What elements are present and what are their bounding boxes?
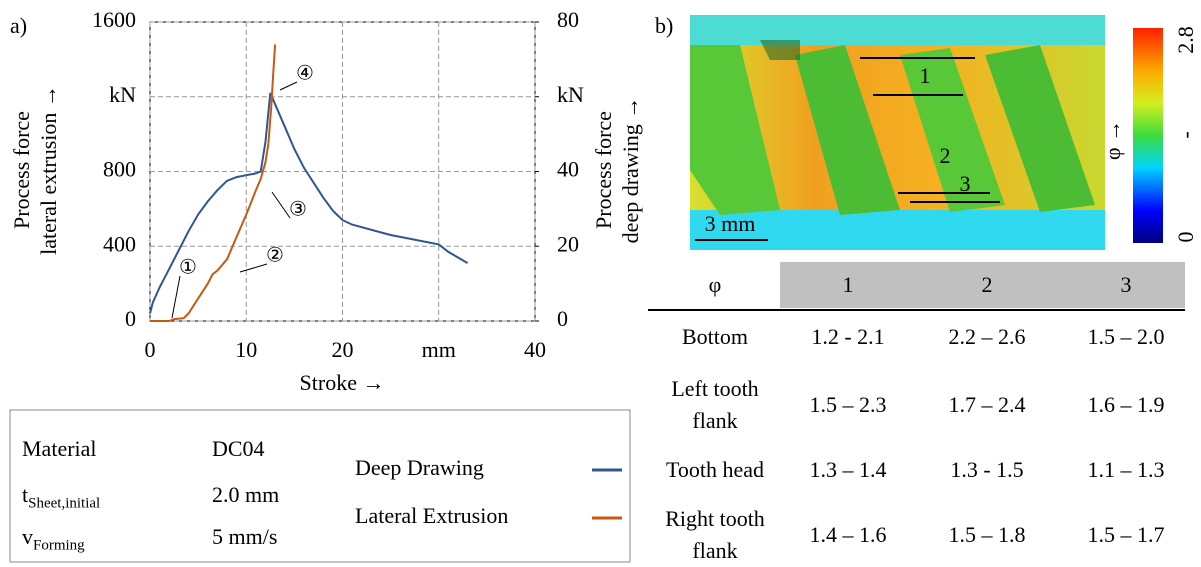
y-tick-label: 0 [125, 306, 136, 331]
x-tick-label: 40 [524, 337, 546, 362]
table-cell: 1.4 – 1.6 [786, 519, 911, 551]
annotation-leader [280, 82, 297, 90]
table-header-cell: 2 [925, 269, 1050, 301]
page: a) 01020mm400400800kN160002040kN80Proces… [0, 0, 1201, 566]
table-cell: 1.2 - 2.1 [786, 321, 911, 353]
symbol: v [22, 524, 33, 549]
scale-bar-label: 3 mm [705, 211, 756, 236]
annotation-leader [172, 276, 180, 318]
row-label: Right tooth flank [653, 503, 778, 567]
region-label: 1 [920, 63, 931, 88]
colorbar [1133, 28, 1163, 243]
legend-box [10, 410, 630, 562]
y-tick-label: 800 [103, 157, 136, 182]
x-tick-label: mm [422, 337, 456, 362]
y-tick-label: 400 [103, 231, 136, 256]
y-axis-label: lateral extrusion → [36, 85, 61, 255]
row-label: Bottom [653, 321, 778, 353]
table-cell: 1.6 – 1.9 [1064, 389, 1189, 421]
annotation-leader [240, 264, 267, 272]
table-header-cell: φ [653, 269, 778, 301]
table-header-cell: 3 [1064, 269, 1189, 301]
legend-value: 5 mm/s [212, 524, 277, 550]
legend-entry: Deep Drawing [355, 455, 484, 480]
panel-label: a) [10, 13, 27, 38]
table-cell: 1.3 - 1.5 [925, 454, 1050, 486]
legend-symbol: vForming [22, 524, 85, 554]
annotation: ③ [289, 197, 307, 221]
colorbar-tick: 0 [1173, 232, 1198, 243]
y2-tick-label: 40 [557, 157, 579, 182]
colorbar-tick: 2.8 [1173, 26, 1198, 54]
y2-tick-label: 80 [557, 7, 579, 32]
row-label: Tooth head [653, 454, 778, 486]
table-header-cell: 1 [786, 269, 911, 301]
x-axis-label: Stroke → [300, 370, 385, 395]
subscript: Sheet,initial [28, 495, 100, 511]
y-tick-label: kN [109, 82, 136, 107]
x-tick-label: 0 [145, 337, 156, 362]
legend-entry: Lateral Extrusion [355, 503, 508, 528]
panel-label: b) [655, 13, 673, 38]
table-cell: 1.5 – 1.7 [1064, 519, 1189, 551]
colorbar-label: φ → [1100, 120, 1125, 160]
table-cell: 1.7 – 2.4 [925, 389, 1050, 421]
y2-tick-label: 20 [557, 231, 579, 256]
annotation: ① [179, 255, 197, 279]
table-cell: 1.5 – 2.0 [1064, 321, 1189, 353]
y2-axis-label: deep drawing → [618, 97, 643, 244]
annotation: ④ [296, 61, 314, 85]
y-tick-label: 1600 [92, 7, 136, 32]
legend-symbol: Material [22, 436, 97, 462]
table-cell: 1.5 – 2.3 [786, 389, 911, 421]
colorbar-tick: - [1173, 131, 1198, 138]
annotation: ② [266, 243, 284, 267]
y2-tick-label: kN [557, 82, 584, 107]
table-cell: 2.2 – 2.6 [925, 321, 1050, 353]
y-axis-label: Process force [9, 111, 34, 229]
region-label: 2 [940, 143, 951, 168]
region-label: 3 [960, 171, 971, 196]
legend-value: 2.0 mm [212, 482, 279, 508]
table-cell: 1.5 – 1.8 [925, 519, 1050, 551]
x-tick-label: 20 [332, 337, 354, 362]
table-cell: 1.3 – 1.4 [786, 454, 911, 486]
data-line [150, 93, 468, 314]
y2-axis-label: Process force [591, 111, 616, 229]
row-label: Left tooth flank [653, 373, 778, 437]
x-tick-label: 10 [235, 337, 257, 362]
legend-value: DC04 [212, 436, 265, 462]
legend-symbol: tSheet,initial [22, 482, 100, 512]
y2-tick-label: 0 [557, 306, 568, 331]
table-cell: 1.1 – 1.3 [1064, 454, 1189, 486]
data-line [150, 44, 275, 321]
subscript: Forming [33, 537, 85, 553]
annotation-leader [272, 192, 290, 218]
